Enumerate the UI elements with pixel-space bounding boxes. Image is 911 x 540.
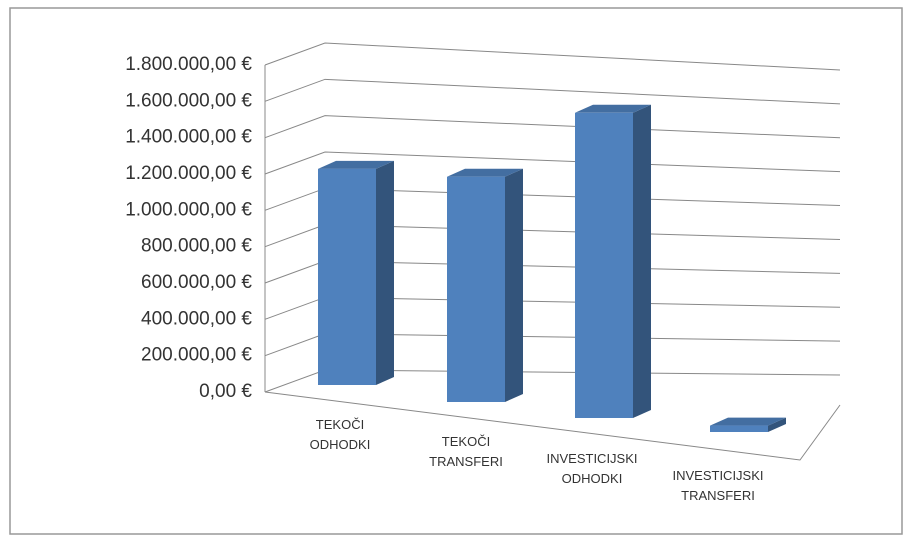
x-tick-label: INVESTICIJSKI TRANSFERI: [672, 468, 764, 503]
floor: [264, 391, 841, 461]
y-tick-label: 0,00 €: [199, 381, 252, 402]
y-tick-label: 600.000,00 €: [141, 272, 252, 293]
bar: [318, 168, 376, 385]
bar: [710, 425, 768, 432]
bar-side: [376, 160, 394, 385]
bar-top: [575, 104, 651, 113]
grid-line: [264, 78, 841, 105]
x-tick-label: INVESTICIJSKI ODHODKI: [546, 451, 638, 486]
x-tick-label: TEKOČI ODHODKI: [309, 417, 371, 452]
y-tick-label: 1.000.000,00 €: [125, 199, 252, 220]
bar-top: [710, 417, 786, 426]
grid-line: [264, 42, 841, 71]
bar: [447, 176, 505, 402]
bar-top: [447, 168, 523, 177]
bar-side: [768, 417, 786, 432]
y-tick-label: 800.000,00 €: [141, 236, 252, 257]
bar-top: [318, 160, 394, 169]
x-tick-label: TEKOČI TRANSFERI: [429, 434, 503, 469]
y-tick-label: 200.000,00 €: [141, 345, 252, 366]
grid-line: [264, 115, 841, 139]
y-tick-label: 1.600.000,00 €: [125, 90, 252, 111]
bar: [575, 112, 633, 419]
grid-line: [264, 151, 841, 175]
bar-side: [505, 168, 523, 402]
y-tick-label: 400.000,00 €: [141, 308, 252, 329]
bar-side: [633, 104, 651, 419]
y-tick-label: 1.800.000,00 €: [125, 54, 252, 75]
frame: [9, 7, 903, 535]
y-tick-label: 1.200.000,00 €: [125, 163, 252, 184]
y-tick-label: 1.400.000,00 €: [125, 127, 252, 148]
